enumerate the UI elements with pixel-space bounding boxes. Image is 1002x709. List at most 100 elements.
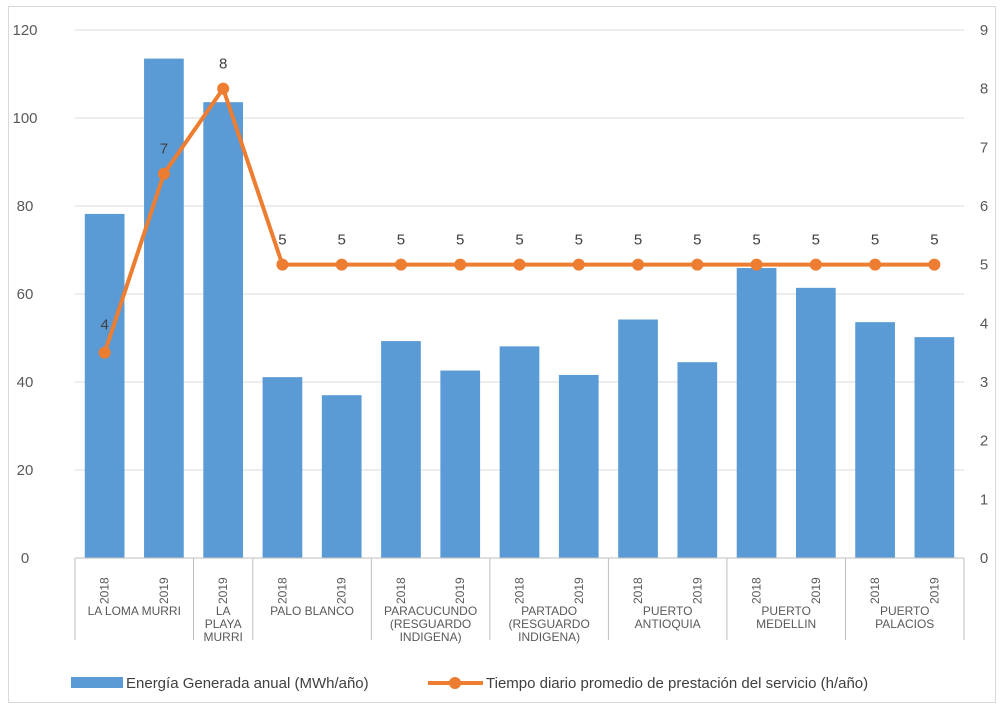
data-label: 5	[634, 232, 642, 249]
legend-bar-swatch	[71, 677, 123, 688]
year-label: 2019	[927, 577, 941, 604]
service-time-line: 4 7 8 5 5 5 5 5 5 5 5 5 5 5 5	[98, 56, 941, 359]
bar	[381, 341, 421, 558]
right-tick-label: 2	[980, 433, 988, 450]
line-marker	[98, 346, 111, 359]
line-marker	[394, 258, 407, 271]
line-marker	[276, 258, 289, 271]
bar	[736, 268, 777, 558]
group-label: PALO BLANCO	[270, 604, 354, 618]
group-label: PUERTO	[643, 604, 693, 618]
right-tick-label: 0	[980, 550, 988, 567]
year-label: 2018	[98, 577, 112, 604]
year-label: 2019	[157, 577, 171, 604]
line-marker	[869, 258, 882, 271]
data-label: 5	[812, 232, 820, 249]
data-label: 8	[219, 56, 227, 73]
bar	[144, 58, 184, 558]
data-label: 5	[338, 232, 346, 249]
left-axis-ticks: 0 20 40 60 80 100 120	[12, 22, 37, 567]
left-tick-label: 60	[17, 286, 34, 303]
group-label: PUERTO	[761, 604, 811, 618]
right-tick-label: 3	[980, 374, 988, 391]
data-label: 5	[752, 232, 760, 249]
data-label: 5	[693, 232, 701, 249]
group-label: (RESGUARDO	[508, 617, 589, 631]
legend-bar-label: Energía Generada anual (MWh/año)	[126, 675, 369, 692]
legend-line-marker	[449, 677, 461, 689]
right-tick-label: 5	[980, 257, 988, 274]
year-label: 2019	[216, 577, 230, 604]
right-tick-label: 8	[980, 81, 988, 98]
group-label: PLAYA	[205, 617, 242, 631]
bar	[440, 370, 481, 558]
bar	[677, 362, 718, 558]
line-marker	[809, 258, 822, 271]
right-tick-label: 7	[980, 139, 988, 156]
group-label: (RESGUARDO	[390, 617, 471, 631]
left-tick-label: 0	[21, 550, 29, 567]
line-marker	[750, 258, 763, 271]
bar	[203, 102, 244, 558]
category-axis: 2018 2019 2019 2018 2019 2018 2019 2018 2019 2018…	[74, 557, 965, 644]
year-label: 2019	[690, 577, 704, 604]
bar	[499, 346, 540, 558]
data-label: 5	[278, 232, 286, 249]
line-marker	[335, 258, 348, 271]
year-label: 2018	[394, 577, 408, 604]
group-label: LA	[216, 604, 231, 618]
group-label: ANTIOQUIA	[635, 617, 701, 631]
right-tick-label: 9	[980, 22, 988, 39]
year-label: 2018	[631, 577, 645, 604]
right-tick-label: 4	[980, 315, 988, 332]
legend-line-label: Tiempo diario promedio de prestación del…	[486, 675, 868, 692]
line-marker	[691, 258, 704, 271]
bar	[321, 395, 362, 558]
right-tick-label: 1	[980, 491, 988, 508]
year-label: 2019	[572, 577, 586, 604]
year-label: 2019	[809, 577, 823, 604]
year-label: 2018	[275, 577, 289, 604]
year-label: 2019	[335, 577, 349, 604]
right-tick-label: 6	[980, 198, 988, 215]
bar	[618, 319, 658, 558]
left-tick-label: 80	[17, 198, 34, 215]
year-label: 2018	[750, 577, 764, 604]
left-tick-label: 20	[17, 462, 34, 479]
data-label: 5	[456, 232, 464, 249]
year-label: 2019	[453, 577, 467, 604]
left-tick-label: 120	[12, 22, 37, 39]
group-label: PALACIOS	[875, 617, 934, 631]
group-label: INDIGENA)	[400, 630, 462, 644]
bar	[914, 337, 955, 558]
line-marker	[632, 258, 645, 271]
group-label: PARTADO	[521, 604, 577, 618]
bar	[84, 213, 125, 559]
data-label: 4	[100, 317, 108, 334]
year-label: 2018	[513, 577, 527, 604]
data-label: 7	[160, 141, 168, 158]
group-label: LA LOMA MURRI	[88, 604, 181, 618]
data-label: 5	[930, 232, 938, 249]
bar	[558, 374, 599, 558]
group-label: MEDELLIN	[756, 617, 816, 631]
data-label: 5	[575, 232, 583, 249]
bar	[795, 287, 836, 558]
energy-bars	[84, 58, 955, 559]
data-label: 5	[397, 232, 405, 249]
group-label: PUERTO	[880, 604, 930, 618]
legend: Energía Generada anual (MWh/año) Tiempo d…	[71, 675, 868, 692]
line-marker	[513, 258, 526, 271]
right-axis-ticks: 0 1 2 3 4 5 6 7 8 9	[980, 22, 988, 567]
year-label: 2018	[868, 577, 882, 604]
line-marker	[572, 258, 585, 271]
group-label: INDIGENA)	[518, 630, 580, 644]
group-label: PARACUCUNDO	[384, 604, 477, 618]
group-label: MURRI	[204, 630, 243, 644]
line-marker	[217, 82, 230, 95]
data-label: 5	[515, 232, 523, 249]
line-marker	[454, 258, 467, 271]
left-tick-label: 100	[12, 110, 37, 127]
